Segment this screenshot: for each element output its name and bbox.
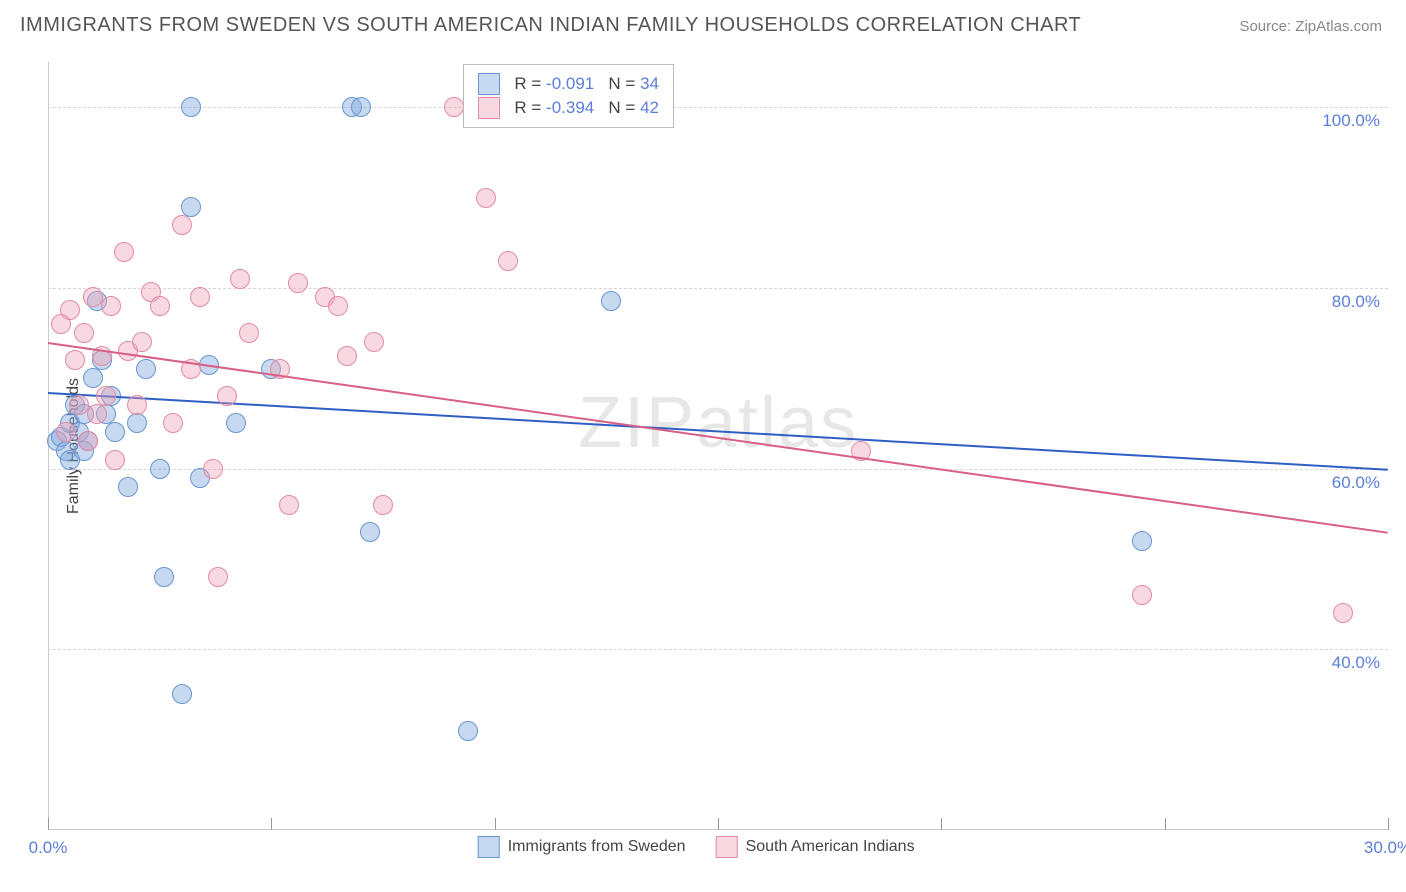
scatter-point: [208, 567, 228, 587]
scatter-point: [154, 567, 174, 587]
x-tick-label: 0.0%: [29, 838, 68, 858]
scatter-point: [83, 368, 103, 388]
scatter-point: [60, 300, 80, 320]
scatter-point: [1333, 603, 1353, 623]
legend-swatch: [478, 73, 500, 95]
scatter-point: [136, 359, 156, 379]
scatter-point: [476, 188, 496, 208]
y-tick-label: 40.0%: [1332, 653, 1380, 673]
legend-series-item: Immigrants from Sweden: [478, 836, 686, 858]
x-tick: [48, 818, 49, 830]
scatter-point: [96, 386, 116, 406]
scatter-point: [364, 332, 384, 352]
source-label: Source: ZipAtlas.com: [1239, 18, 1382, 35]
scatter-point: [498, 251, 518, 271]
x-tick-label: 30.0%: [1364, 838, 1406, 858]
x-tick: [495, 818, 496, 830]
plot-area: ZIPatlas 40.0%60.0%80.0%100.0%0.0%30.0%R…: [48, 62, 1388, 830]
scatter-point: [172, 684, 192, 704]
legend-stats-row: R = -0.394 N = 42: [478, 97, 659, 119]
regression-line: [48, 392, 1388, 471]
scatter-point: [239, 323, 259, 343]
x-tick: [1388, 818, 1389, 830]
scatter-point: [337, 346, 357, 366]
scatter-point: [74, 323, 94, 343]
scatter-point: [150, 459, 170, 479]
scatter-point: [203, 459, 223, 479]
gridline: [48, 469, 1388, 470]
gridline: [48, 107, 1388, 108]
scatter-point: [458, 721, 478, 741]
chart-container: { "title": "IMMIGRANTS FROM SWEDEN VS SO…: [0, 0, 1406, 892]
legend-swatch: [716, 836, 738, 858]
scatter-point: [217, 386, 237, 406]
scatter-point: [101, 296, 121, 316]
x-tick: [718, 818, 719, 830]
scatter-point: [132, 332, 152, 352]
x-tick: [271, 818, 272, 830]
scatter-point: [190, 287, 210, 307]
scatter-point: [150, 296, 170, 316]
chart-title: IMMIGRANTS FROM SWEDEN VS SOUTH AMERICAN…: [20, 14, 1081, 37]
legend-series: Immigrants from Sweden South American Ind…: [478, 836, 915, 858]
scatter-point: [288, 273, 308, 293]
legend-swatch: [478, 97, 500, 119]
gridline: [48, 288, 1388, 289]
scatter-point: [226, 413, 246, 433]
scatter-point: [105, 422, 125, 442]
x-tick: [941, 818, 942, 830]
legend-swatch: [478, 836, 500, 858]
scatter-point: [1132, 531, 1152, 551]
regression-line: [48, 342, 1388, 534]
legend-stats: R = -0.091 N = 34 R = -0.394 N = 42: [463, 64, 674, 128]
scatter-point: [444, 97, 464, 117]
scatter-point: [78, 431, 98, 451]
scatter-point: [127, 395, 147, 415]
scatter-point: [279, 495, 299, 515]
scatter-point: [181, 97, 201, 117]
scatter-point: [1132, 585, 1152, 605]
scatter-point: [114, 242, 134, 262]
scatter-point: [328, 296, 348, 316]
x-tick: [1165, 818, 1166, 830]
scatter-point: [65, 350, 85, 370]
scatter-point: [105, 450, 125, 470]
scatter-point: [351, 97, 371, 117]
legend-stats-text: R = -0.091 N = 34: [514, 74, 659, 94]
legend-stats-text: R = -0.394 N = 42: [514, 98, 659, 118]
y-tick-label: 80.0%: [1332, 292, 1380, 312]
legend-series-item: South American Indians: [716, 836, 915, 858]
y-tick-label: 60.0%: [1332, 473, 1380, 493]
scatter-point: [87, 404, 107, 424]
scatter-point: [601, 291, 621, 311]
legend-stats-row: R = -0.091 N = 34: [478, 73, 659, 95]
scatter-point: [230, 269, 250, 289]
legend-series-label: South American Indians: [746, 838, 915, 856]
scatter-point: [373, 495, 393, 515]
legend-series-label: Immigrants from Sweden: [508, 838, 686, 856]
scatter-point: [118, 477, 138, 497]
scatter-point: [360, 522, 380, 542]
y-tick-label: 100.0%: [1322, 111, 1380, 131]
scatter-point: [181, 197, 201, 217]
scatter-point: [56, 422, 76, 442]
scatter-point: [172, 215, 192, 235]
scatter-point: [163, 413, 183, 433]
scatter-point: [127, 413, 147, 433]
gridline: [48, 649, 1388, 650]
